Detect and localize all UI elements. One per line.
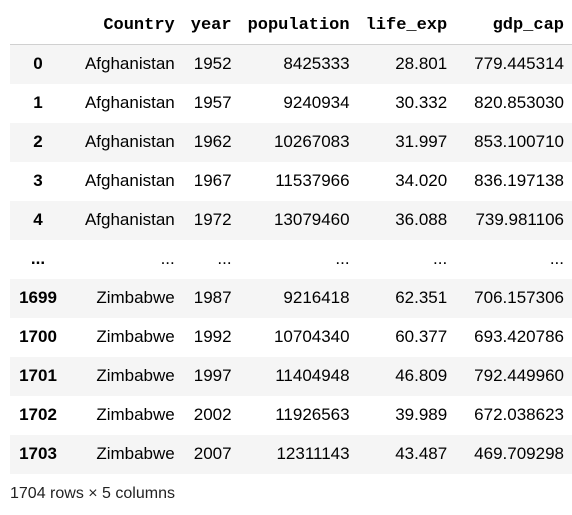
table-row: 1702 Zimbabwe 2002 11926563 39.989 672.0… <box>10 396 572 435</box>
cell-gdp-cap: ... <box>549 249 564 268</box>
cell-population: 11404948 <box>275 366 350 385</box>
cell-population: 12311143 <box>276 444 350 463</box>
column-header-life-exp: life_exp <box>357 6 456 45</box>
table-row: 1701 Zimbabwe 1997 11404948 46.809 792.4… <box>10 356 572 396</box>
table-row: 1703 Zimbabwe 2007 12311143 43.487 469.7… <box>10 434 572 474</box>
cell-year: ... <box>217 249 232 268</box>
cell-life-exp: 28.801 <box>395 54 448 74</box>
table-row: 1700 Zimbabwe 1992 10704340 60.377 693.4… <box>10 318 572 357</box>
cell-population: 9216418 <box>283 288 350 307</box>
cell-life-exp: 36.088 <box>395 210 448 229</box>
table-header: Country year population life_exp gdp_cap <box>10 6 572 45</box>
cell-country: Zimbabwe <box>96 444 175 463</box>
row-index: 3 <box>33 171 43 190</box>
cell-gdp-cap: 469.709298 <box>474 444 564 463</box>
cell-gdp-cap: 792.449960 <box>474 366 564 385</box>
cell-gdp-cap: 693.420786 <box>474 327 564 346</box>
cell-gdp-cap: 853.100710 <box>474 132 564 151</box>
cell-year: 1952 <box>193 54 232 74</box>
cell-population: 11537966 <box>275 171 350 190</box>
cell-gdp-cap: 820.853030 <box>474 93 564 112</box>
cell-year: 2007 <box>193 444 232 463</box>
table-shape-summary: 1704 rows × 5 columns <box>10 485 175 502</box>
cell-country: Afghanistan <box>84 210 175 229</box>
cell-life-exp: 62.351 <box>395 288 448 307</box>
table-row: 1 Afghanistan 1957 9240934 30.332 820.85… <box>10 84 572 123</box>
row-index: 2 <box>33 132 43 151</box>
cell-country: Zimbabwe <box>96 366 175 385</box>
cell-gdp-cap: 739.981106 <box>475 210 564 229</box>
row-index: ... <box>30 249 46 268</box>
cell-year: 1967 <box>193 171 232 190</box>
cell-year: 1987 <box>193 288 232 307</box>
cell-country: Afghanistan <box>84 171 175 190</box>
column-header-year: year <box>182 6 240 45</box>
cell-country: Afghanistan <box>84 93 175 112</box>
cell-life-exp: 34.020 <box>395 171 448 190</box>
index-header <box>10 6 66 45</box>
table-row: 4 Afghanistan 1972 13079460 36.088 739.9… <box>10 200 572 240</box>
cell-population: 11926563 <box>275 405 350 424</box>
cell-country: Zimbabwe <box>96 405 175 424</box>
ellipsis-row: ... ... ... ... ... ... <box>10 240 572 279</box>
column-header-population: population <box>239 6 358 45</box>
cell-population: ... <box>335 249 350 268</box>
cell-life-exp: 46.809 <box>395 366 448 385</box>
cell-life-exp: ... <box>433 249 448 268</box>
cell-country: ... <box>160 249 175 268</box>
row-index: 1 <box>33 93 43 112</box>
cell-gdp-cap: 836.197138 <box>474 171 564 190</box>
row-index: 1703 <box>19 444 57 463</box>
header-row: Country year population life_exp gdp_cap <box>10 6 572 45</box>
table-row: 3 Afghanistan 1967 11537966 34.020 836.1… <box>10 162 572 201</box>
dataframe-table: Country year population life_exp gdp_cap… <box>10 6 572 474</box>
row-index: 4 <box>33 210 43 229</box>
table-row: 1699 Zimbabwe 1987 9216418 62.351 706.15… <box>10 278 572 318</box>
cell-year: 1992 <box>193 327 232 346</box>
cell-gdp-cap: 672.038623 <box>474 405 564 424</box>
cell-life-exp: 60.377 <box>395 327 448 346</box>
row-index: 1700 <box>19 327 57 346</box>
cell-life-exp: 39.989 <box>395 405 448 424</box>
cell-life-exp: 43.487 <box>395 444 448 463</box>
cell-gdp-cap: 706.157306 <box>474 288 564 307</box>
row-index: 1699 <box>19 288 57 307</box>
cell-year: 1997 <box>193 366 232 385</box>
cell-population: 13079460 <box>273 210 350 229</box>
table-body: 0 Afghanistan 1952 8425333 28.801 779.44… <box>10 44 572 474</box>
cell-life-exp: 30.332 <box>395 93 448 112</box>
cell-country: Afghanistan <box>84 54 175 74</box>
cell-country: Zimbabwe <box>96 288 175 307</box>
cell-population: 10267083 <box>273 132 350 151</box>
cell-country: Zimbabwe <box>96 327 175 346</box>
row-index: 1701 <box>19 366 57 385</box>
cell-year: 2002 <box>193 405 232 424</box>
column-header-country: Country <box>66 6 183 45</box>
cell-year: 1972 <box>193 210 232 229</box>
cell-year: 1957 <box>193 93 232 112</box>
cell-population: 9240934 <box>283 93 350 112</box>
table-row: 0 Afghanistan 1952 8425333 28.801 779.44… <box>10 44 572 84</box>
cell-country: Afghanistan <box>84 132 175 151</box>
table-row: 2 Afghanistan 1962 10267083 31.997 853.1… <box>10 122 572 162</box>
cell-gdp-cap: 779.445314 <box>474 54 564 74</box>
cell-year: 1962 <box>193 132 232 151</box>
row-index: 0 <box>33 54 43 74</box>
row-index: 1702 <box>19 405 57 424</box>
column-header-gdp-cap: gdp_cap <box>455 6 572 45</box>
cell-population: 10704340 <box>273 327 350 346</box>
cell-population: 8425333 <box>283 54 350 74</box>
cell-life-exp: 31.997 <box>395 132 448 151</box>
